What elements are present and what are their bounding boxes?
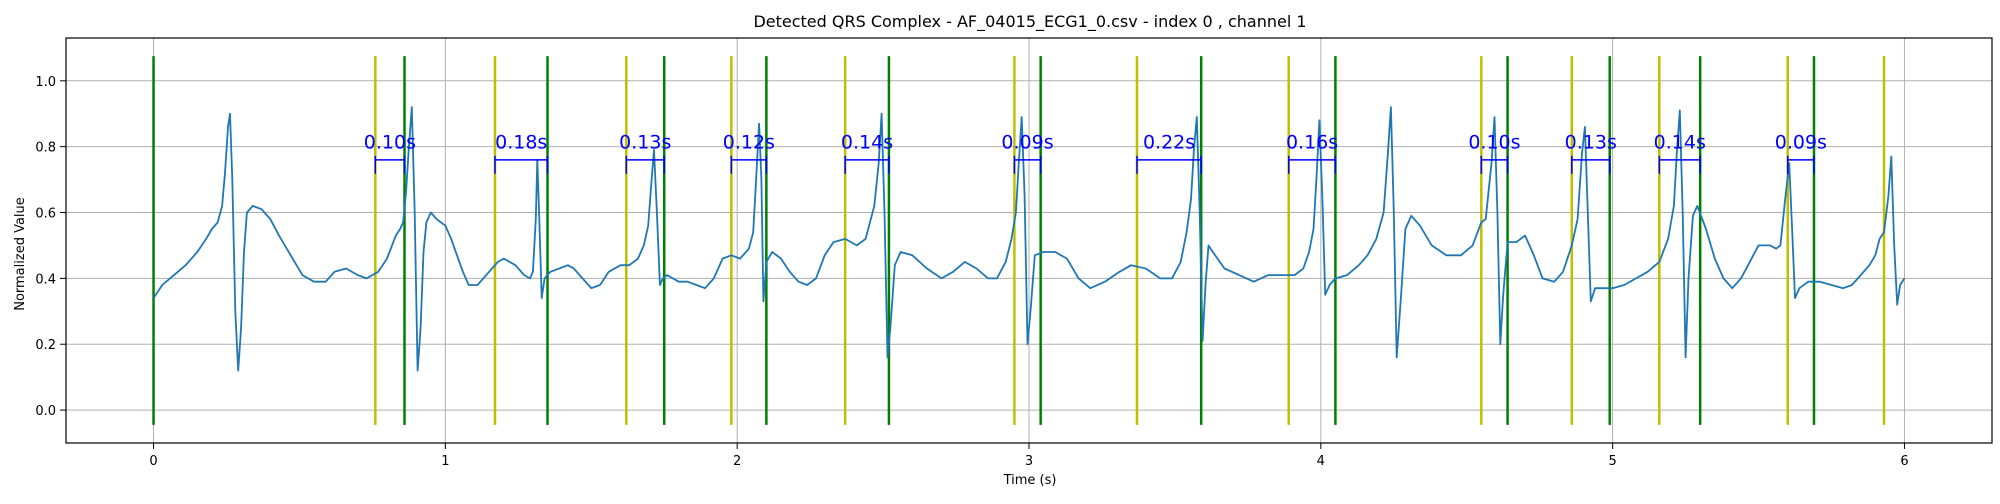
x-tick-label: 6 [1900,454,1908,469]
interval-label: 0.09s [1775,131,1827,153]
y-tick-label: 1.0 [35,75,56,90]
y-tick-label: 0.6 [35,207,56,222]
x-tick-label: 1 [441,454,449,469]
interval-label: 0.13s [619,131,671,153]
y-tick-label: 0.8 [35,141,56,156]
interval-label: 0.14s [841,131,893,153]
x-tick-label: 2 [733,454,741,469]
y-tick-label: 0.2 [35,338,56,353]
interval-label: 0.13s [1565,131,1617,153]
signal-layer [152,106,1906,372]
x-axis-label: Time (s) [1003,473,1057,488]
interval-label: 0.16s [1286,131,1338,153]
x-tick-label: 3 [1025,454,1033,469]
y-tick-label: 0.4 [35,272,56,287]
y-axis-label: Normalized Value [13,197,28,311]
qrs-marker-layer [152,56,1886,425]
interval-label: 0.18s [495,131,547,153]
interval-layer: 0.10s 0.18s 0.13s 0.12s 0.14s 0.09s 0.22s 0.16s… [364,131,1827,174]
interval-label: 0.10s [1468,131,1520,153]
x-tick-label: 4 [1317,454,1325,469]
interval-label: 0.09s [1001,131,1053,153]
x-tick-label: 0 [149,454,157,469]
axes-layer: 0 1 2 3 4 5 6 0.0 0.2 0.4 0.6 0.8 1.0 [35,37,1993,469]
grid-layer [66,38,1992,443]
chart-title: Detected QRS Complex - AF_04015_ECG1_0.c… [753,12,1306,32]
ecg-signal-line [152,106,1906,372]
interval-label: 0.12s [723,131,775,153]
x-tick-label: 5 [1608,454,1616,469]
interval-label: 0.14s [1654,131,1706,153]
interval-label: 0.22s [1143,131,1195,153]
y-tick-label: 0.0 [35,404,56,419]
interval-label: 0.10s [364,131,416,153]
